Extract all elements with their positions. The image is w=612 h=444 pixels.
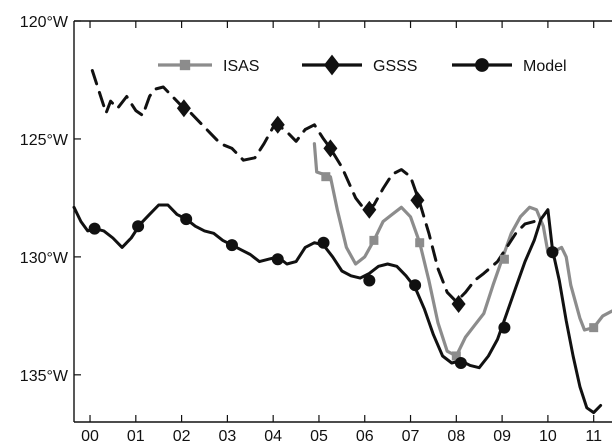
legend: ISAS GSSS Model xyxy=(158,54,567,76)
x-tick-label: 02 xyxy=(173,428,191,444)
legend-item-isas: ISAS xyxy=(158,58,259,75)
data-point-gsss xyxy=(362,200,377,219)
data-point-model xyxy=(225,239,238,252)
x-tick-label: 03 xyxy=(218,428,236,444)
data-point-model xyxy=(88,222,101,235)
legend-label-isas: ISAS xyxy=(223,58,259,75)
data-point-model xyxy=(498,321,511,334)
ticks: 00 01 02 03 04 05 06 07 08 09 10 11 120°W 125°W 130°W 1… xyxy=(20,14,602,444)
data-point-gsss xyxy=(270,115,285,134)
x-tick-label: 07 xyxy=(402,428,420,444)
x-tick-label: 08 xyxy=(447,428,465,444)
series-line-isas xyxy=(312,142,612,358)
data-point-model xyxy=(317,236,330,249)
series-line-gsss xyxy=(90,69,541,304)
data-point-isas xyxy=(451,351,461,361)
legend-label-model: Model xyxy=(523,58,567,75)
legend-marker-isas xyxy=(179,59,191,71)
x-tick-label: 09 xyxy=(493,428,511,444)
legend-marker-model xyxy=(475,58,489,72)
legend-marker-gsss xyxy=(323,54,341,76)
data-point-isas xyxy=(321,172,331,182)
legend-item-model: Model xyxy=(452,58,567,75)
series-line-model xyxy=(72,203,603,415)
data-point-model xyxy=(409,279,422,292)
x-tick-label: 05 xyxy=(310,428,328,444)
y-tick-label: 130°W xyxy=(20,250,69,267)
data-point-model xyxy=(546,246,559,259)
x-tick-label: 06 xyxy=(356,428,374,444)
data-point-gsss xyxy=(410,191,425,210)
data-point-model xyxy=(180,213,193,226)
data-point-isas xyxy=(415,238,425,248)
x-tick-label: 00 xyxy=(81,428,99,444)
data-point-model xyxy=(132,220,145,233)
data-point-model xyxy=(454,357,467,370)
x-tick-label: 11 xyxy=(585,428,602,444)
y-tick-label: 125°W xyxy=(20,132,69,149)
data-point-gsss xyxy=(323,139,338,158)
data-point-isas xyxy=(369,235,379,245)
data-point-isas xyxy=(589,323,599,333)
data-point-gsss xyxy=(451,295,466,314)
series-markers xyxy=(88,99,599,370)
legend-item-gsss: GSSS xyxy=(302,54,417,76)
legend-label-gsss: GSSS xyxy=(373,58,417,75)
series-lines xyxy=(72,69,612,415)
y-tick-label: 120°W xyxy=(20,14,69,31)
x-tick-label: 01 xyxy=(127,428,145,444)
data-point-model xyxy=(363,274,376,287)
data-point-gsss xyxy=(176,99,191,118)
x-tick-label: 10 xyxy=(539,428,557,444)
x-tick-label: 04 xyxy=(264,428,282,444)
data-point-model xyxy=(271,253,284,266)
axes xyxy=(73,20,612,423)
y-tick-label: 135°W xyxy=(20,368,69,385)
data-point-isas xyxy=(499,254,509,264)
